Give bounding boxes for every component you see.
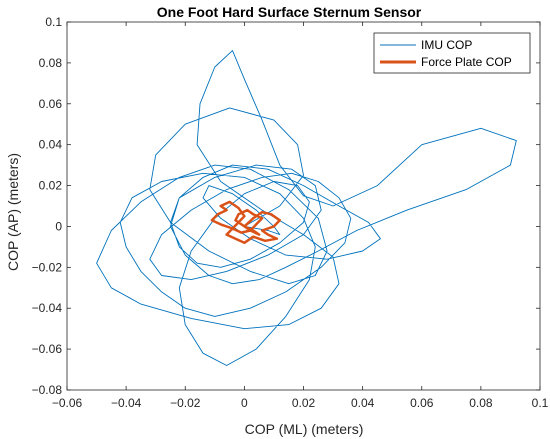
x-tick-label: −0.06	[52, 396, 83, 410]
y-tick-label: −0.06	[32, 342, 63, 356]
chart-title: One Foot Hard Surface Sternum Sensor	[157, 4, 422, 20]
x-tick-label: −0.02	[170, 396, 201, 410]
y-tick-label: 0.06	[39, 97, 63, 111]
legend-label-imu-cop: IMU COP	[421, 38, 472, 52]
legend-label-force-plate-cop: Force Plate COP	[421, 55, 512, 69]
x-tick-label: 0.1	[532, 396, 549, 410]
x-axis-ticks: −0.06 −0.04 −0.02 0 0.02 0.04 0.06 0.08 0.1	[52, 22, 549, 410]
x-tick-label: 0.04	[351, 396, 375, 410]
axes-box	[66, 21, 541, 391]
series-line-imu-cop	[96, 50, 517, 366]
x-tick-label: 0.02	[292, 396, 316, 410]
series-line-force-plate-cop	[210, 200, 282, 245]
y-tick-label: −0.08	[32, 383, 63, 397]
legend: IMU COP Force Plate COP	[373, 32, 531, 74]
x-tick-label: −0.04	[111, 396, 142, 410]
y-tick-label: 0	[55, 219, 62, 233]
x-axis-label: COP (ML) (meters)	[245, 421, 364, 437]
x-tick-label: 0.06	[410, 396, 434, 410]
plot-area	[66, 21, 541, 391]
x-tick-label: 0	[241, 396, 248, 410]
y-axis-ticks: −0.08 −0.06 −0.04 −0.02 0 0.02 0.04 0.06 0.08 0.1	[32, 15, 540, 397]
y-axis-label: COP (AP) (meters)	[5, 153, 21, 271]
y-tick-label: −0.04	[32, 301, 63, 315]
y-tick-label: 0.08	[39, 56, 63, 70]
y-tick-label: 0.02	[39, 179, 63, 193]
y-tick-label: 0.1	[45, 15, 62, 29]
legend-box	[373, 32, 531, 74]
x-tick-label: 0.08	[469, 396, 493, 410]
y-tick-label: 0.04	[39, 138, 63, 152]
y-tick-label: −0.02	[32, 260, 63, 274]
